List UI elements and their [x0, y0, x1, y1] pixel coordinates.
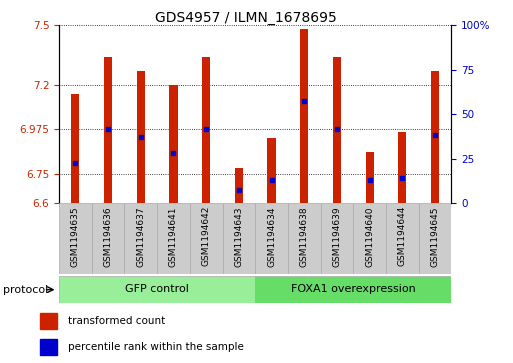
Text: GSM1194634: GSM1194634: [267, 206, 276, 266]
Text: GSM1194636: GSM1194636: [104, 206, 112, 267]
Text: GSM1194638: GSM1194638: [300, 206, 309, 267]
FancyBboxPatch shape: [255, 203, 288, 274]
Text: GSM1194639: GSM1194639: [332, 206, 342, 267]
Bar: [136, 71, 145, 203]
Bar: [235, 168, 243, 203]
FancyBboxPatch shape: [59, 203, 92, 274]
Bar: [366, 152, 374, 203]
FancyBboxPatch shape: [92, 203, 124, 274]
FancyBboxPatch shape: [419, 203, 451, 274]
Text: transformed count: transformed count: [68, 317, 165, 326]
Text: GSM1194641: GSM1194641: [169, 206, 178, 266]
Text: GSM1194640: GSM1194640: [365, 206, 374, 266]
Bar: [300, 29, 308, 203]
Bar: [398, 132, 406, 203]
FancyBboxPatch shape: [353, 203, 386, 274]
Bar: [104, 57, 112, 203]
Text: GSM1194644: GSM1194644: [398, 206, 407, 266]
Text: GSM1194643: GSM1194643: [234, 206, 243, 266]
Text: protocol: protocol: [3, 285, 48, 295]
Bar: [431, 71, 439, 203]
FancyBboxPatch shape: [321, 203, 353, 274]
FancyBboxPatch shape: [124, 203, 157, 274]
Text: GSM1194642: GSM1194642: [202, 206, 211, 266]
Bar: [202, 57, 210, 203]
Text: GDS4957 / ILMN_1678695: GDS4957 / ILMN_1678695: [155, 11, 337, 25]
FancyBboxPatch shape: [386, 203, 419, 274]
Text: FOXA1 overexpression: FOXA1 overexpression: [291, 285, 416, 294]
Text: GSM1194637: GSM1194637: [136, 206, 145, 267]
Bar: [71, 94, 80, 203]
Text: GSM1194635: GSM1194635: [71, 206, 80, 267]
Text: GSM1194645: GSM1194645: [430, 206, 440, 266]
Text: percentile rank within the sample: percentile rank within the sample: [68, 342, 244, 352]
FancyBboxPatch shape: [288, 203, 321, 274]
FancyBboxPatch shape: [223, 203, 255, 274]
Bar: [333, 57, 341, 203]
FancyBboxPatch shape: [190, 203, 223, 274]
FancyBboxPatch shape: [255, 276, 451, 303]
Bar: [267, 138, 275, 203]
Text: GFP control: GFP control: [125, 285, 189, 294]
FancyBboxPatch shape: [157, 203, 190, 274]
FancyBboxPatch shape: [59, 276, 255, 303]
Bar: [40, 314, 56, 329]
Bar: [40, 339, 56, 355]
Bar: [169, 85, 177, 203]
